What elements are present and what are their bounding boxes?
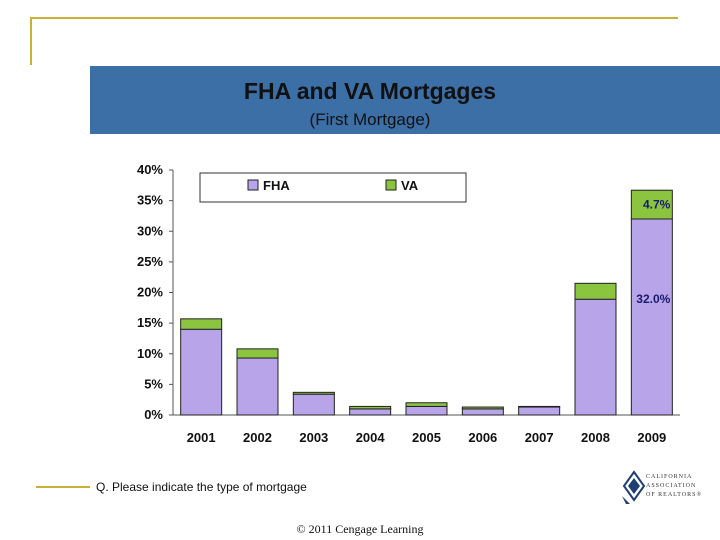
question-caption: Q. Please indicate the type of mortgage <box>96 480 307 494</box>
y-tick-label: 40% <box>137 162 163 177</box>
x-tick-label: 2005 <box>412 430 441 445</box>
y-tick-label: 25% <box>137 254 163 269</box>
x-tick-label: 2004 <box>356 430 386 445</box>
y-tick-label: 0% <box>144 407 163 422</box>
copyright-text: © 2011 Cengage Learning <box>296 522 424 536</box>
x-tick-label: 2002 <box>243 430 272 445</box>
x-tick-label: 2006 <box>468 430 497 445</box>
legend-swatch-fha <box>247 179 259 191</box>
x-tick-label: 2003 <box>299 430 328 445</box>
bar-fha-2001 <box>180 328 223 416</box>
chart-title: FHA and VA Mortgages <box>243 78 497 104</box>
legend-label-fha: FHA <box>263 178 290 193</box>
logo-line-2: ASSOCIATION <box>646 483 697 489</box>
chart-subtitle: (First Mortgage) <box>309 110 431 129</box>
bar-fha-2008 <box>574 298 617 416</box>
frame-top-line <box>30 17 678 19</box>
bar-va-2004 <box>349 405 392 410</box>
bar-va-2008 <box>574 282 617 300</box>
legend-swatch-va <box>385 179 397 191</box>
bar-va-2003 <box>292 391 335 395</box>
bar-va-2006 <box>461 406 504 410</box>
logo-line-3: OF REALTORS® <box>646 492 703 498</box>
footer-accent-line <box>36 486 90 488</box>
bar-fha-2009 <box>630 218 673 416</box>
y-tick-label: 5% <box>144 376 163 391</box>
y-tick-label: 30% <box>137 223 163 238</box>
bar-va-2005 <box>405 402 448 407</box>
y-tick-label: 10% <box>137 346 163 361</box>
logo-line-1: CALIFORNIA <box>646 474 693 480</box>
legend-box <box>199 172 467 203</box>
bar-fha-2004 <box>349 408 392 416</box>
bar-va-2007 <box>518 405 561 408</box>
y-tick-label: 35% <box>137 193 163 208</box>
bar-va-2009 <box>630 189 673 220</box>
y-tick-label: 15% <box>137 315 163 330</box>
x-tick-label: 2001 <box>187 430 216 445</box>
x-tick-label: 2009 <box>637 430 666 445</box>
bar-fha-2005 <box>405 405 448 416</box>
y-tick-label: 20% <box>137 285 163 300</box>
title-banner <box>90 66 720 134</box>
bar-va-2002 <box>236 348 279 359</box>
x-tick-label: 2007 <box>525 430 554 445</box>
legend-label-va: VA <box>401 178 419 193</box>
data-label-fha-2009: 32.0% <box>636 292 670 306</box>
bar-fha-2002 <box>236 357 279 416</box>
data-label-va-2009: 4.7% <box>643 198 671 212</box>
bar-va-2001 <box>180 318 223 330</box>
frame-left-line <box>30 17 32 65</box>
bar-fha-2003 <box>292 393 335 416</box>
car-logo <box>620 466 712 506</box>
bar-fha-2006 <box>461 408 504 416</box>
x-tick-label: 2008 <box>581 430 610 445</box>
bar-fha-2007 <box>518 406 561 416</box>
car-logo-icon <box>622 470 646 504</box>
